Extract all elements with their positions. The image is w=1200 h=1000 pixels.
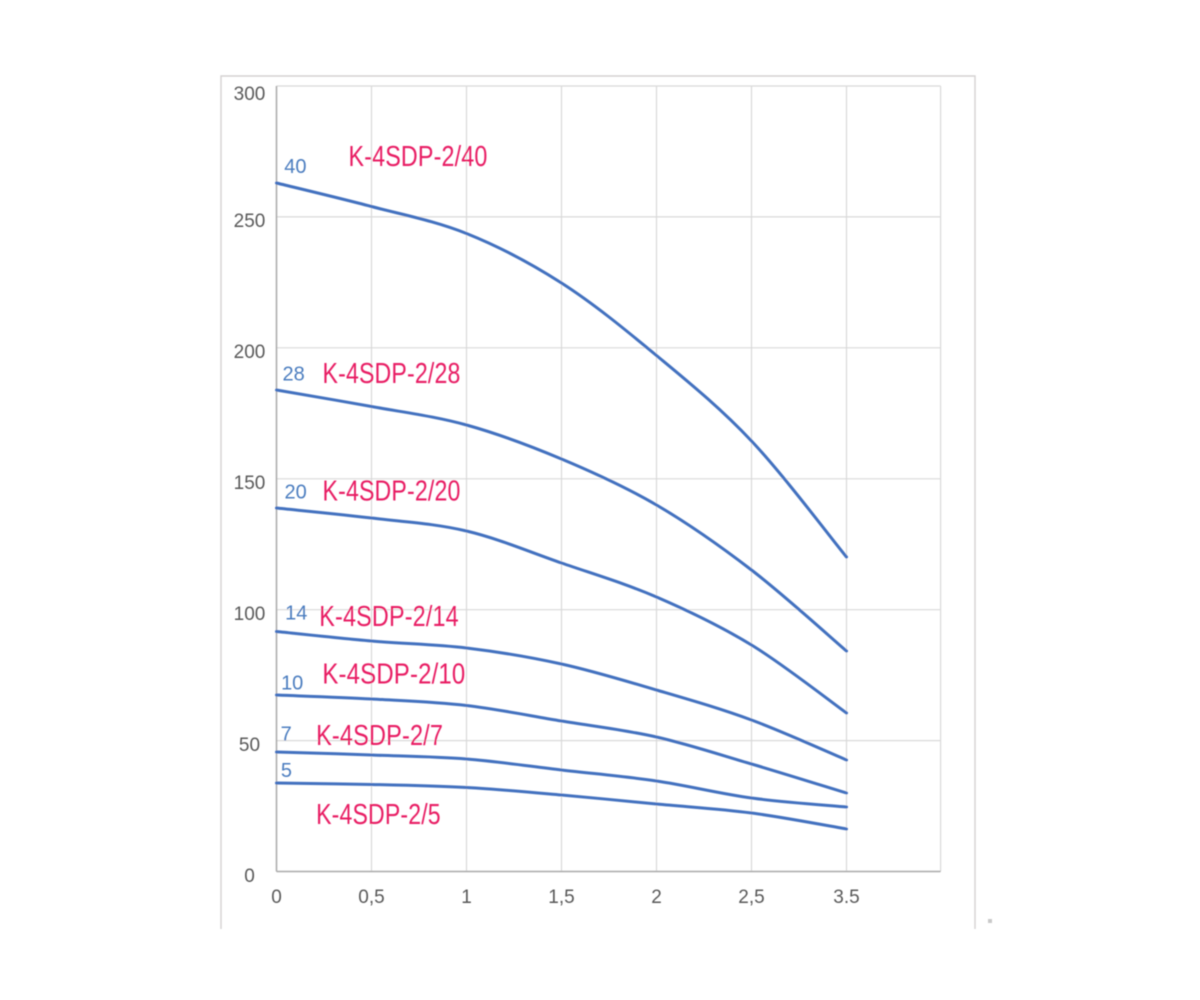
svg-text:200: 200: [234, 342, 266, 363]
svg-text:14: 14: [285, 603, 307, 625]
svg-text:100: 100: [234, 604, 266, 625]
svg-text:7: 7: [281, 724, 292, 746]
svg-text:1,5: 1,5: [548, 887, 574, 908]
svg-text:10: 10: [281, 673, 303, 695]
svg-text:K-4SDP-2/10: K-4SDP-2/10: [322, 659, 465, 691]
svg-text:K-4SDP-2/20: K-4SDP-2/20: [323, 476, 461, 508]
svg-text:150: 150: [234, 473, 266, 494]
svg-text:2,5: 2,5: [738, 887, 764, 908]
svg-text:2: 2: [651, 887, 662, 908]
svg-text:40: 40: [284, 156, 306, 178]
svg-text:K-4SDP-2/5: K-4SDP-2/5: [316, 799, 441, 831]
svg-text:K-4SDP-2/28: K-4SDP-2/28: [323, 358, 461, 390]
svg-text:50: 50: [239, 735, 260, 756]
svg-text:0: 0: [271, 887, 282, 908]
svg-text:3.5: 3.5: [833, 887, 859, 908]
svg-text:5: 5: [281, 760, 292, 782]
svg-text:0,5: 0,5: [358, 887, 384, 908]
svg-text:0: 0: [244, 866, 255, 887]
svg-text:K-4SDP-2/14: K-4SDP-2/14: [319, 601, 459, 633]
svg-text:K-4SDP-2/7: K-4SDP-2/7: [316, 720, 443, 752]
svg-text:250: 250: [234, 211, 266, 232]
svg-text:20: 20: [284, 481, 306, 503]
svg-text:28: 28: [282, 363, 304, 385]
svg-text:1: 1: [461, 887, 472, 908]
svg-text:300: 300: [234, 84, 266, 105]
svg-text:K-4SDP-2/40: K-4SDP-2/40: [349, 141, 488, 173]
